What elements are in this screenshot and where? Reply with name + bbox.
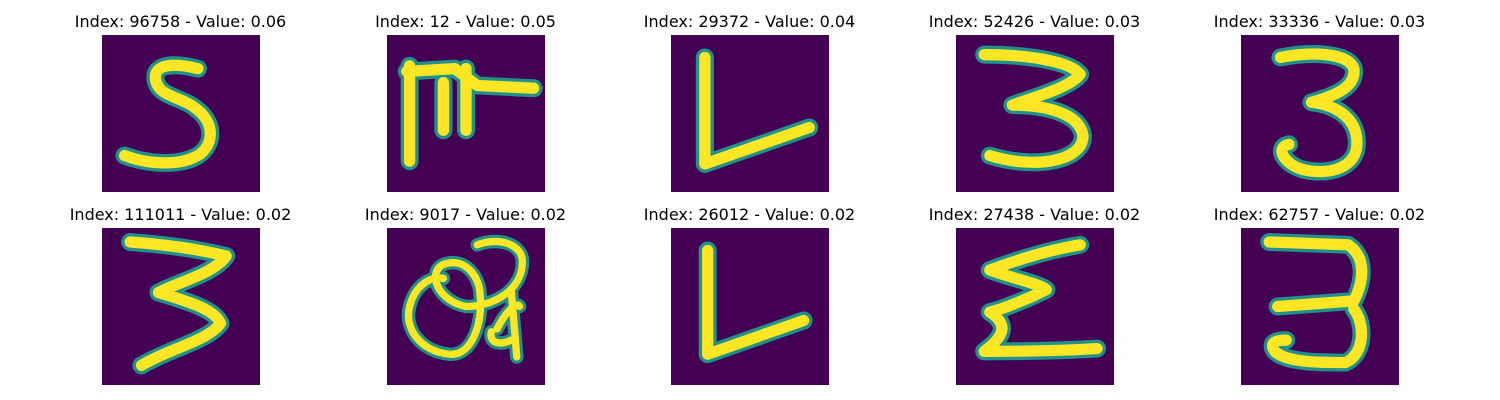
digit-image [1241, 35, 1399, 192]
panel-1: Index: 96758 - Value: 0.06 [38, 0, 323, 192]
digit-image [102, 228, 260, 385]
digit-image [387, 35, 545, 192]
panel-title: Index: 26012 - Value: 0.02 [643, 205, 856, 224]
panel-title: Index: 9017 - Value: 0.02 [364, 205, 567, 224]
panel-title: Index: 62757 - Value: 0.02 [1213, 205, 1426, 224]
panel-6: Index: 111011 - Value: 0.02 [38, 193, 323, 385]
panel-title: Index: 96758 - Value: 0.06 [74, 12, 287, 31]
panel-8: Index: 26012 - Value: 0.02 [607, 193, 892, 385]
digit-image [956, 35, 1114, 192]
panel-7: Index: 9017 - Value: 0.02 [323, 193, 608, 385]
panel-10: Index: 62757 - Value: 0.02 [1177, 193, 1462, 385]
panel-title: Index: 12 - Value: 0.05 [375, 12, 556, 31]
panel-title: Index: 52426 - Value: 0.03 [928, 12, 1141, 31]
panel-3: Index: 29372 - Value: 0.04 [607, 0, 892, 192]
panel-2: Index: 12 - Value: 0.05 [323, 0, 608, 192]
digit-image [387, 228, 545, 385]
panel-9: Index: 27438 - Value: 0.02 [892, 193, 1177, 385]
panel-title: Index: 33336 - Value: 0.03 [1213, 12, 1426, 31]
digit-image [1241, 228, 1399, 385]
panel-5: Index: 33336 - Value: 0.03 [1177, 0, 1462, 192]
panel-title: Index: 111011 - Value: 0.02 [69, 205, 292, 224]
panel-4: Index: 52426 - Value: 0.03 [892, 0, 1177, 192]
panel-title: Index: 27438 - Value: 0.02 [928, 205, 1141, 224]
digit-image [102, 35, 260, 192]
digit-image [956, 228, 1114, 385]
panel-title: Index: 29372 - Value: 0.04 [643, 12, 856, 31]
digit-image [671, 35, 829, 192]
digit-image [671, 228, 829, 385]
